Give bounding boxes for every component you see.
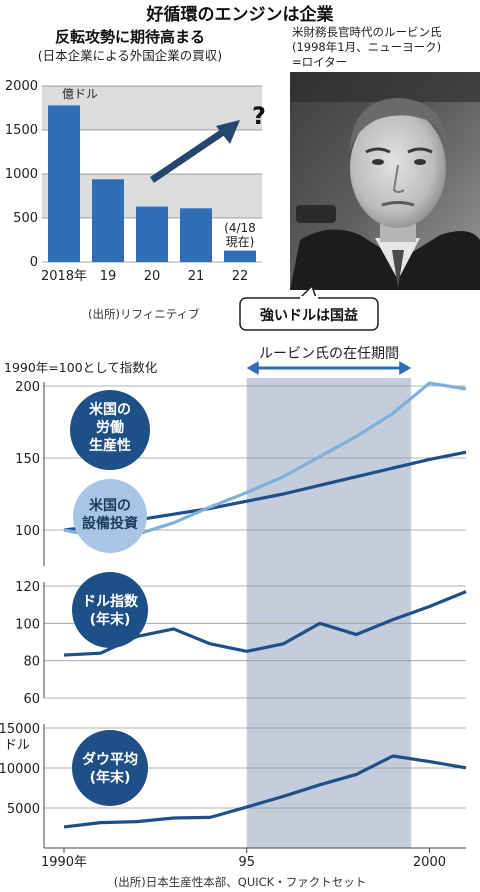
bar-chart-subtitle: (日本企業による外国企業の買収) <box>38 48 222 63</box>
panel-dow: 5000 10000 15000 <box>0 722 467 848</box>
ytick-label: 15000 <box>0 722 40 737</box>
badge-dow: ダウ平均 (年末) <box>72 730 148 806</box>
bar-ytick-label: 500 <box>13 211 38 226</box>
ytick-label: 150 <box>15 452 40 467</box>
ytick-label: 100 <box>15 617 40 632</box>
badge-dollar-line2: (年末) <box>90 611 131 628</box>
series-line-3-0 <box>63 754 467 829</box>
bar-chart-source: (出所)リフィニティブ <box>88 307 200 321</box>
bar-annotation-line2: 現在) <box>226 235 255 249</box>
tenure-label: ルービン氏の在任期間 <box>259 346 399 362</box>
portrait-photo <box>290 72 480 290</box>
x-tick-label: 1990年 <box>41 855 87 870</box>
bar-ytick-label: 2000 <box>5 79 38 94</box>
dow-unit: ドル <box>4 738 30 753</box>
badge-dollar-line1: ドル指数 <box>82 593 139 610</box>
timeline-x-axis: 1990年 95 2000 <box>41 847 466 870</box>
trend-arrow <box>150 120 240 183</box>
bar-category-label: 19 <box>100 269 117 284</box>
bar <box>180 208 212 262</box>
x-tick-label: 95 <box>238 855 255 870</box>
ytick-label: 100 <box>15 524 40 539</box>
ytick-label: 5000 <box>7 802 40 817</box>
badge-capex-line2: 設備投資 <box>82 515 138 532</box>
quote-bubble <box>239 284 379 331</box>
bar-category-label: 20 <box>144 269 161 284</box>
badge-labor-line1: 米国の <box>89 401 131 418</box>
bar-category-label: 22 <box>232 269 249 284</box>
badge-dow-line2: (年末) <box>90 769 131 786</box>
bar-category-label: 21 <box>188 269 205 284</box>
x-tick-label: 2000 <box>413 855 446 870</box>
tenure-band <box>246 378 412 848</box>
ytick-label: 200 <box>15 380 40 395</box>
bar-annotation-line1: (4/18 <box>224 221 256 235</box>
ytick-label: 60 <box>23 692 40 707</box>
tenure-arrow <box>246 361 412 375</box>
bar-category-label: 2018年 <box>41 269 87 284</box>
bar-ytick-label: 1000 <box>5 167 38 182</box>
badge-labor-line2: 労働 <box>96 419 124 436</box>
bar <box>48 105 80 262</box>
photo-caption-line3: =ロイター <box>292 55 347 69</box>
bar-chart-bars: 2018年 19 20 21 22 <box>41 105 256 284</box>
page-title: 好循環のエンジンは企業 <box>146 4 334 25</box>
badge-capex-line1: 米国の <box>89 497 131 514</box>
photo-caption-line1: 米財務長官時代のルービン氏 <box>292 25 442 39</box>
ytick-label: 80 <box>23 655 40 670</box>
question-mark: ? <box>252 102 266 130</box>
badge-labor-productivity: 米国の 労働 生産性 <box>70 390 150 470</box>
bar-ytick-label: 1500 <box>5 123 38 138</box>
photo-caption-line2: (1998年1月、ニューヨーク) <box>292 40 441 54</box>
timeline-source: (出所)日本生産性本部、QUICK・ファクトセット <box>114 875 366 889</box>
ytick-label: 120 <box>15 580 40 595</box>
bar <box>136 206 168 262</box>
index-note: 1990年=100として指数化 <box>4 360 158 375</box>
bar-ytick-label: 0 <box>30 255 38 270</box>
quote-text: 強いドルは国益 <box>260 307 358 324</box>
badge-labor-line3: 生産性 <box>89 437 131 454</box>
badge-dollar-index: ドル指数 (年末) <box>72 572 148 648</box>
bar-chart-unit: 億ドル <box>62 87 98 101</box>
bar <box>92 179 124 262</box>
badge-dow-line1: ダウ平均 <box>82 751 138 768</box>
bar-chart-title: 反転攻勢に期待高まる <box>55 28 205 46</box>
bar <box>224 250 256 262</box>
badge-capex: 米国の 設備投資 <box>73 479 147 553</box>
ytick-label: 10000 <box>0 762 40 777</box>
